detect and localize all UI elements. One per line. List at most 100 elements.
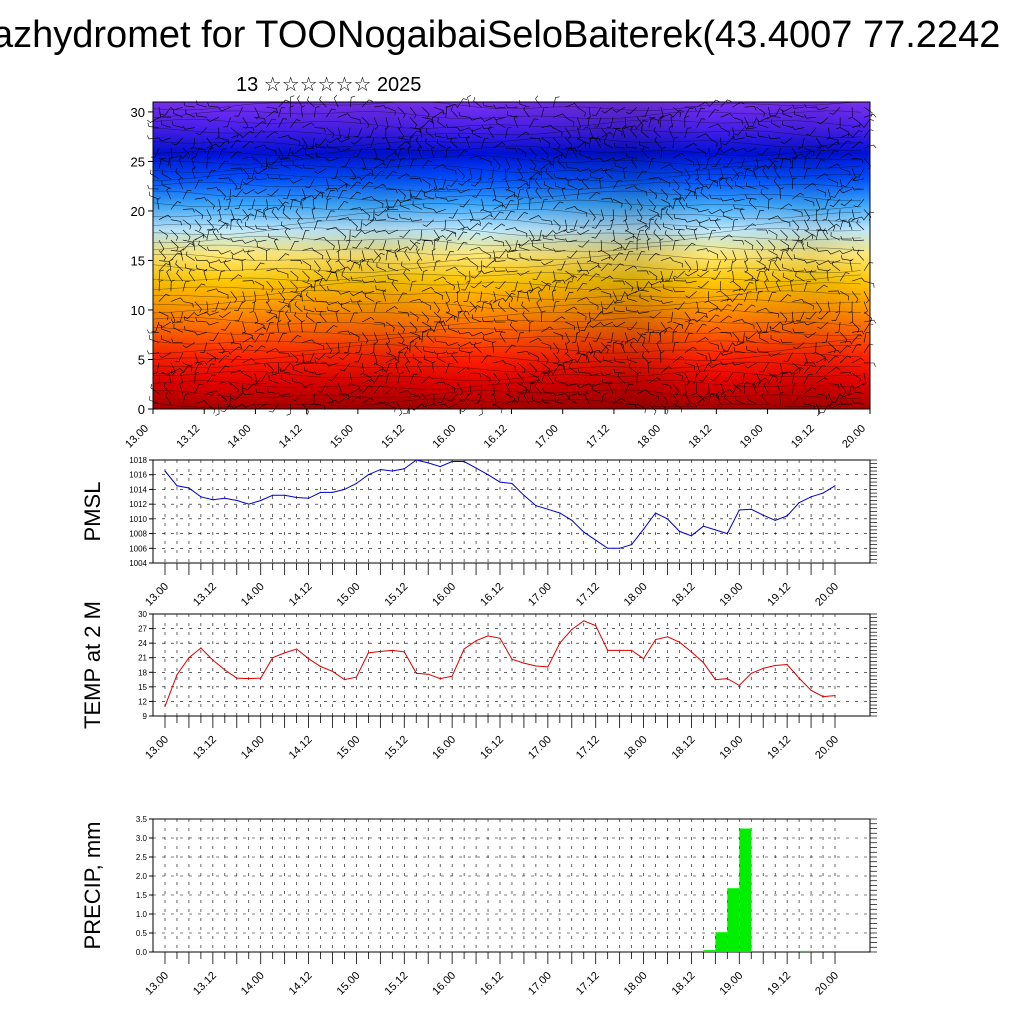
wind-barb <box>708 99 720 108</box>
wind-barb <box>256 242 267 251</box>
wind-barb <box>577 368 590 374</box>
wind-barb <box>278 147 284 161</box>
wind-barb <box>541 147 549 159</box>
wind-barb <box>782 272 793 282</box>
wind-barb <box>194 331 207 336</box>
wind-barb <box>267 188 279 197</box>
wind-barb <box>771 106 781 117</box>
wind-barb <box>206 288 220 293</box>
wind-barb <box>433 322 442 333</box>
wind-barb <box>780 137 793 145</box>
data-point <box>834 485 836 487</box>
wind-barb <box>767 107 771 120</box>
wind-barb <box>529 237 542 242</box>
wind-barb <box>506 111 518 118</box>
contour-line <box>152 209 861 220</box>
wind-barb <box>684 362 695 371</box>
wind-barb <box>803 259 817 264</box>
wind-barb <box>804 219 809 232</box>
wind-barb <box>708 123 721 128</box>
wind-barb <box>421 178 431 189</box>
wind-barb <box>744 270 754 281</box>
wind-barb <box>326 250 331 263</box>
wind-barb <box>684 323 694 333</box>
wind-barb <box>756 373 761 386</box>
wind-barb <box>774 259 781 272</box>
wind-barb <box>182 393 190 404</box>
wind-barb <box>623 209 628 222</box>
wind-barb <box>362 219 375 226</box>
wind-barb <box>625 152 638 159</box>
wind-barb <box>194 148 203 159</box>
wind-barb <box>768 160 779 169</box>
data-point <box>654 639 657 641</box>
wind-barb <box>613 280 625 285</box>
wind-barb <box>150 169 160 180</box>
wind-barb <box>350 117 361 124</box>
wind-barb <box>541 362 550 373</box>
wind-barb <box>206 246 219 251</box>
wind-barb <box>327 306 339 313</box>
wind-barb <box>481 214 494 220</box>
wind-barb <box>612 341 618 353</box>
wind-barb <box>764 268 769 282</box>
wind-barb <box>780 311 788 324</box>
wind-barb <box>397 158 405 169</box>
wind-barb <box>672 197 685 202</box>
wind-barb <box>636 120 648 128</box>
data-point <box>619 649 621 652</box>
wind-barb <box>623 166 628 179</box>
data-point <box>499 637 501 639</box>
wind-barb <box>863 113 877 118</box>
wind-barb <box>421 106 430 118</box>
wind-barb <box>416 258 423 272</box>
wind-barb <box>433 291 444 300</box>
wind-barb <box>732 197 745 202</box>
wind-barb <box>565 292 574 302</box>
data-point <box>296 648 298 650</box>
wind-barb <box>266 347 279 353</box>
wind-barb <box>306 291 315 302</box>
wind-barb <box>385 306 398 313</box>
wind-barb <box>278 310 284 323</box>
wind-barb <box>792 177 797 190</box>
x-tick-label: 17.00 <box>533 423 561 451</box>
wind-barb <box>433 402 446 407</box>
field-shading <box>153 102 870 409</box>
wind-barb <box>816 393 827 400</box>
wind-barb <box>407 188 412 202</box>
data-point <box>224 497 226 499</box>
wind-barb <box>827 188 831 202</box>
wind-barb <box>459 403 470 413</box>
y-tick-label: 9 <box>143 712 148 721</box>
wind-barb <box>774 167 781 179</box>
wind-barb <box>421 301 432 311</box>
wind-barb <box>232 188 243 198</box>
x-tick-label: 17.00 <box>526 970 554 998</box>
x-tick-label: 17.12 <box>574 734 602 762</box>
wind-barb <box>289 299 294 312</box>
wind-barb <box>815 403 821 417</box>
wind-barb <box>648 331 655 343</box>
wind-barb <box>218 148 227 159</box>
wind-barb <box>697 280 709 289</box>
wind-barb <box>457 98 468 108</box>
wind-barb <box>234 106 243 117</box>
wind-barb <box>302 145 315 150</box>
wind-barb <box>660 257 674 261</box>
wind-barb <box>541 162 554 169</box>
wind-barb <box>488 125 494 138</box>
wind-barb <box>267 224 279 231</box>
wind-barb <box>388 199 399 209</box>
wind-barb <box>839 291 850 301</box>
x-tick-label: 16.00 <box>430 581 458 609</box>
wind-barb <box>286 403 291 416</box>
wind-barb <box>421 188 434 194</box>
wind-barb <box>180 248 185 261</box>
wind-barb <box>469 305 482 313</box>
wind-barb <box>231 393 243 401</box>
wind-barb <box>529 147 537 159</box>
contour-line <box>152 145 862 157</box>
wind-barb <box>492 340 497 353</box>
wind-barb <box>706 148 711 161</box>
